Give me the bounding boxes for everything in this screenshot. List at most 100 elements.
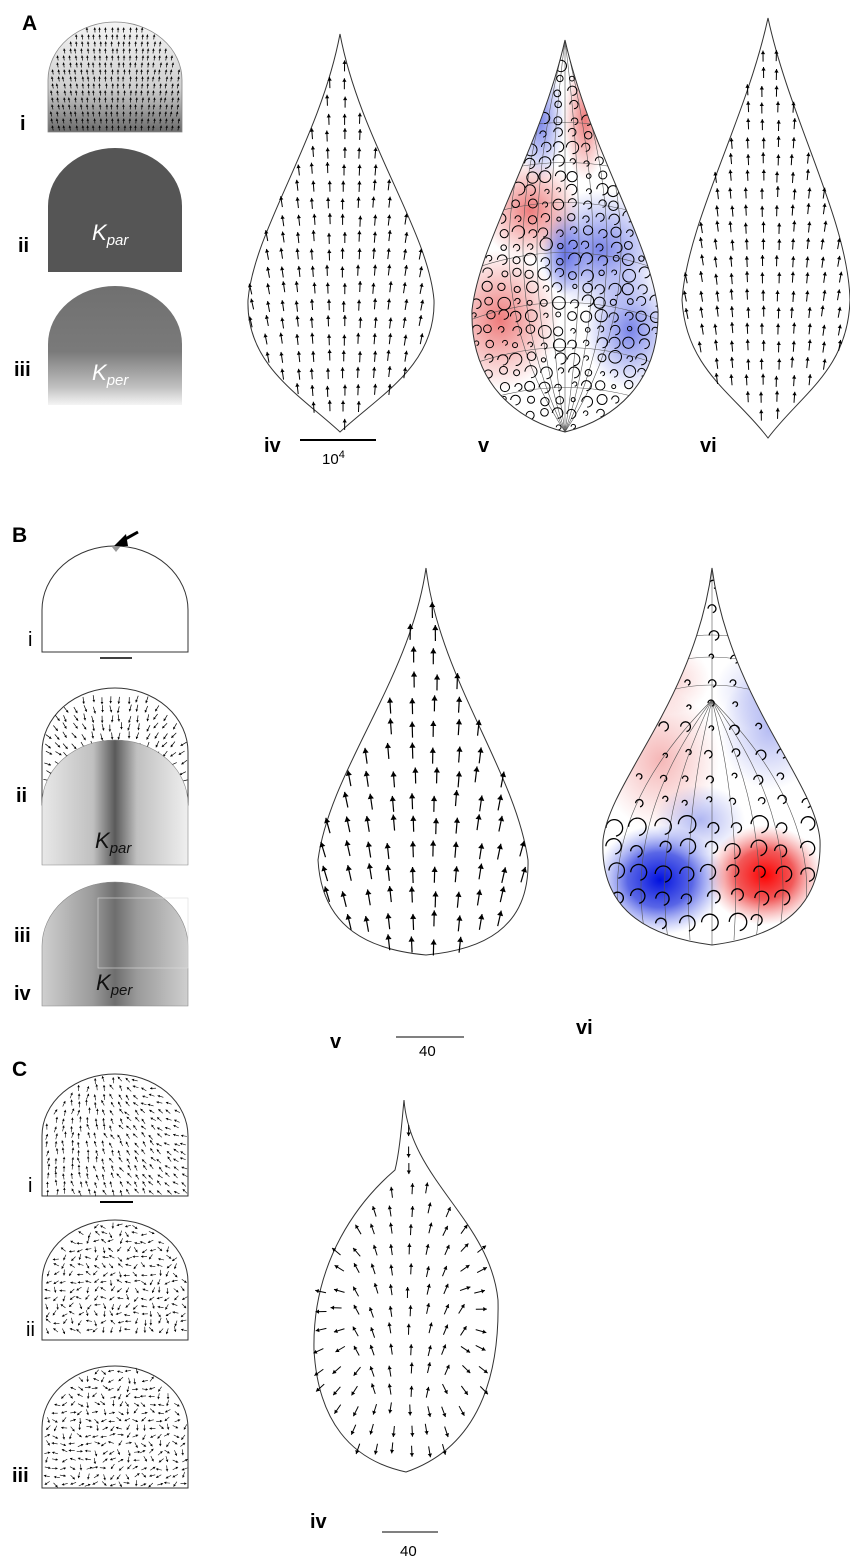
field-arrow-head <box>134 1181 137 1184</box>
field-arrow-head <box>74 90 78 93</box>
field-arrow-head <box>410 1433 415 1437</box>
rotation-symbol <box>483 324 492 334</box>
field-arrow-head <box>97 1441 101 1445</box>
field-arrow-head <box>372 1410 377 1415</box>
field-arrow-head <box>761 238 766 243</box>
field-arrow-head <box>134 111 138 114</box>
rotation-symbol <box>800 816 816 831</box>
field-arrow-head <box>165 1101 169 1105</box>
field-arrow-head <box>165 76 169 79</box>
field-arrow-head <box>123 34 126 37</box>
rotation-symbol <box>514 215 522 223</box>
field-arrow-head <box>777 358 782 363</box>
field-arrow-head <box>92 1394 95 1397</box>
field-arrow-head <box>325 385 330 390</box>
field-arrow-head <box>77 1150 80 1153</box>
field-arrow-head <box>81 90 85 93</box>
field-arrow-head <box>384 843 391 849</box>
rotation-symbol <box>497 326 505 333</box>
field-arrow-head <box>52 1451 55 1455</box>
field-arrow-head <box>115 1312 119 1315</box>
rotation-symbol <box>649 294 659 307</box>
field-arrow-head <box>100 1435 104 1439</box>
rotation-symbol <box>565 183 578 196</box>
field-arrow-head <box>75 710 78 714</box>
panel-B-i-domain <box>41 545 189 653</box>
panel-A-sub-ii: ii <box>18 235 29 257</box>
field-arrow-head <box>159 90 162 93</box>
field-arrow-head <box>86 1379 89 1382</box>
field-arrow-head <box>133 62 137 65</box>
rotation-symbol <box>499 382 511 393</box>
field-arrow-head <box>699 290 704 295</box>
panel-C-iv-leaf <box>313 1099 499 1473</box>
field-arrow-head <box>135 709 139 712</box>
field-arrow-head <box>115 104 119 107</box>
field-arrow-head <box>370 1327 375 1332</box>
field-arrow-head <box>56 90 59 93</box>
field-arrow-head <box>62 118 65 121</box>
field-arrow-head <box>109 1235 113 1238</box>
rotation-symbol <box>537 267 551 281</box>
field-arrow-head <box>342 78 347 82</box>
field-arrow-head <box>108 1420 111 1423</box>
field-arrow-head <box>116 90 120 93</box>
field-arrow-head <box>141 1418 144 1422</box>
field-arrow-head <box>761 152 766 156</box>
field-arrow-head <box>70 1321 74 1324</box>
field-arrow-head <box>350 1430 355 1435</box>
field-arrow-head <box>92 699 96 703</box>
field-arrow-head <box>404 299 409 303</box>
field-arrow-head <box>334 1409 339 1414</box>
rotation-symbol <box>567 198 577 208</box>
field-arrow-head <box>805 272 810 277</box>
field-arrow-head <box>789 154 794 158</box>
field-arrow-head <box>173 1158 176 1161</box>
field-arrow-head <box>86 1290 90 1294</box>
field-arrow-head <box>142 1095 145 1098</box>
field-arrow-head <box>151 76 155 79</box>
rotation-symbol <box>552 154 565 167</box>
field-arrow-head <box>109 1125 112 1128</box>
field-arrow-head <box>385 934 392 940</box>
rotation-symbol <box>707 604 717 614</box>
field-arrow-head <box>164 1298 167 1302</box>
field-arrow-head <box>112 1403 115 1407</box>
field-arrow-head <box>776 119 781 124</box>
field-arrow-head <box>71 1147 75 1150</box>
field-arrow-head <box>81 83 85 86</box>
field-arrow-head <box>111 1226 115 1229</box>
field-arrow-head <box>108 1380 111 1383</box>
field-arrow-head <box>147 97 151 100</box>
field-arrow-head <box>150 1435 153 1438</box>
rotation-symbol <box>757 797 766 805</box>
field-arrow-head <box>110 90 114 93</box>
field-arrow-head <box>761 305 766 310</box>
field-arrow-head <box>110 1466 114 1469</box>
field-arrow-head <box>86 1265 90 1269</box>
field-arrow-head <box>280 266 285 271</box>
rotation-symbol <box>707 822 720 834</box>
field-arrow-head <box>143 1330 147 1333</box>
field-arrow-head <box>325 282 330 287</box>
field-arrow-head <box>309 248 314 253</box>
rotation-symbol <box>593 296 606 309</box>
field-arrow-head <box>408 936 415 942</box>
field-arrow-head <box>104 27 107 30</box>
field-arrow-head <box>92 728 95 731</box>
field-arrow-head <box>340 266 345 271</box>
field-arrow-head <box>334 1265 339 1269</box>
field-arrow-head <box>455 771 463 777</box>
field-arrow-head <box>326 197 331 201</box>
field-arrow-head <box>330 1305 335 1310</box>
field-arrow-head <box>117 1289 120 1293</box>
field-arrow-head <box>177 76 180 79</box>
field-arrow-head <box>98 48 102 51</box>
field-arrow-head <box>481 1346 486 1351</box>
field-arrow-head <box>279 247 284 252</box>
field-arrow-head <box>73 735 77 739</box>
field-arrow-head <box>168 1256 172 1259</box>
field-arrow-head <box>111 83 115 86</box>
field-arrow-head <box>369 1223 374 1228</box>
field-arrow-head <box>713 323 718 328</box>
